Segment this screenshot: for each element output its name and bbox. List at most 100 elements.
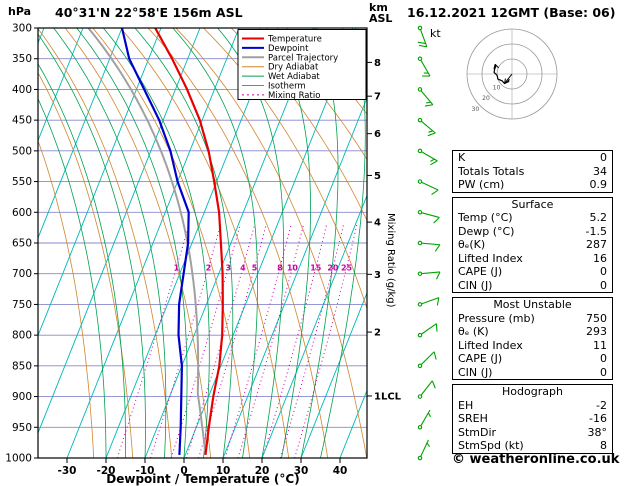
svg-text:4: 4 xyxy=(374,218,381,229)
index-label: PW (cm) xyxy=(458,178,505,191)
index-row: SREH -16 xyxy=(453,412,612,426)
svg-text:30: 30 xyxy=(472,106,480,113)
index-value: 287 xyxy=(586,238,607,251)
svg-text:25: 25 xyxy=(341,264,353,273)
svg-text:20: 20 xyxy=(255,465,270,477)
index-label: Lifted Index xyxy=(458,251,523,265)
svg-text:Temperature: Temperature xyxy=(267,35,322,45)
svg-text:850: 850 xyxy=(12,360,32,372)
svg-text:650: 650 xyxy=(12,238,32,250)
index-value: 38° xyxy=(587,425,608,439)
x-axis-title: Dewpoint / Temperature (°C) xyxy=(106,472,300,486)
svg-text:1000: 1000 xyxy=(5,453,32,465)
index-label: Pressure (mb) xyxy=(458,311,535,325)
index-label: SREH xyxy=(458,412,488,425)
index-label: CIN (J) xyxy=(458,278,493,292)
svg-text:8: 8 xyxy=(277,264,283,273)
index-value: 0.9 xyxy=(589,178,608,191)
svg-text:2: 2 xyxy=(374,328,381,339)
svg-text:300: 300 xyxy=(12,23,32,35)
index-label: Lifted Index xyxy=(458,338,523,352)
index-row: Pressure (mb) 750 xyxy=(453,312,612,326)
index-row: θₑ(K) 287 xyxy=(453,238,612,252)
pressure-axis-unit: hPa xyxy=(8,5,32,18)
svg-text:500: 500 xyxy=(12,145,32,157)
svg-text:600: 600 xyxy=(12,207,32,219)
station-title: 40°31'N 22°58'E 156m ASL xyxy=(55,5,243,20)
index-value: -2 xyxy=(596,398,607,412)
index-row: θₑ (K) 293 xyxy=(453,325,612,339)
svg-text:350: 350 xyxy=(12,53,32,65)
hodograph-unit-label: kt xyxy=(430,27,441,40)
copyright: © weatheronline.co.uk xyxy=(452,452,620,467)
svg-text:4: 4 xyxy=(240,264,246,273)
svg-text:10: 10 xyxy=(216,465,231,477)
index-row: Lifted Index 11 xyxy=(453,339,612,353)
index-label: Temp (°C) xyxy=(458,211,513,224)
svg-text:15: 15 xyxy=(310,264,322,273)
index-row: PW (cm) 0.9 xyxy=(453,178,612,192)
index-value: -16 xyxy=(589,412,607,425)
section-header: Most Unstable xyxy=(493,298,572,311)
svg-text:7: 7 xyxy=(374,92,381,103)
svg-text:3: 3 xyxy=(374,270,381,281)
svg-text:450: 450 xyxy=(12,115,32,127)
index-value: 0 xyxy=(600,352,607,365)
svg-text:Isotherm: Isotherm xyxy=(268,82,306,92)
index-value: 0 xyxy=(600,151,607,164)
svg-text:0: 0 xyxy=(180,465,187,477)
km-text: km xyxy=(369,1,388,14)
index-label: θₑ (K) xyxy=(458,325,489,338)
index-value: 34 xyxy=(593,164,607,178)
section-header: Surface xyxy=(511,197,554,211)
index-row: Totals Totals 34 xyxy=(453,165,612,179)
svg-text:2: 2 xyxy=(206,264,212,273)
svg-text:30: 30 xyxy=(294,465,309,477)
index-value: 750 xyxy=(586,311,607,325)
svg-text:6: 6 xyxy=(374,129,381,140)
index-value: 293 xyxy=(586,325,607,338)
index-row: Dewp (°C) -1.5 xyxy=(453,225,612,239)
index-label: K xyxy=(458,151,466,164)
svg-text:Wet Adiabat: Wet Adiabat xyxy=(268,72,320,82)
index-label: Dewp (°C) xyxy=(458,224,515,238)
index-value: -1.5 xyxy=(585,224,607,238)
index-label: StmSpd (kt) xyxy=(458,439,524,452)
index-label: CAPE (J) xyxy=(458,352,503,365)
mixing-ratio-axis-label: Mixing Ratio (g/kg) xyxy=(385,213,396,308)
svg-text:-10: -10 xyxy=(136,465,155,477)
datetime-title: 16.12.2021 12GMT (Base: 06) xyxy=(407,5,616,20)
most-unstable-box: Most Unstable Pressure (mb) 750 θₑ (K) 293 Li… xyxy=(452,297,613,380)
svg-text:900: 900 xyxy=(12,391,32,403)
svg-text:-30: -30 xyxy=(58,465,77,477)
svg-text:10: 10 xyxy=(287,264,299,273)
index-label: CIN (J) xyxy=(458,365,493,379)
index-row: CIN (J) 0 xyxy=(453,279,612,293)
indices-box: K 0 Totals Totals 34 PW (cm) 0.9 xyxy=(452,150,613,193)
index-label: StmDir xyxy=(458,425,497,439)
svg-text:5: 5 xyxy=(374,171,381,182)
index-row: Temp (°C) 5.2 xyxy=(453,211,612,225)
index-label: CAPE (J) xyxy=(458,265,503,278)
svg-text:Dewpoint: Dewpoint xyxy=(268,44,309,54)
surface-box: Surface Temp (°C) 5.2 Dewp (°C) -1.5 θₑ(K) 287… xyxy=(452,196,613,293)
svg-text:550: 550 xyxy=(12,176,32,188)
svg-text:5: 5 xyxy=(252,264,258,273)
index-value: 0 xyxy=(600,365,607,379)
svg-text:400: 400 xyxy=(12,84,32,96)
svg-text:800: 800 xyxy=(12,330,32,342)
index-label: EH xyxy=(458,398,474,412)
svg-text:20: 20 xyxy=(482,95,490,102)
svg-text:Dry Adiabat: Dry Adiabat xyxy=(268,63,319,73)
svg-text:10: 10 xyxy=(493,85,501,92)
svg-text:1: 1 xyxy=(174,264,180,273)
svg-text:1LCL: 1LCL xyxy=(374,391,402,402)
hodograph-box: Hodograph EH -2 SREH -16 StmDir 38° StmSpd (kt)… xyxy=(452,384,613,454)
index-value: 16 xyxy=(593,251,607,265)
index-value: 0 xyxy=(600,278,607,292)
index-value: 11 xyxy=(593,338,607,352)
svg-text:8: 8 xyxy=(374,58,381,69)
